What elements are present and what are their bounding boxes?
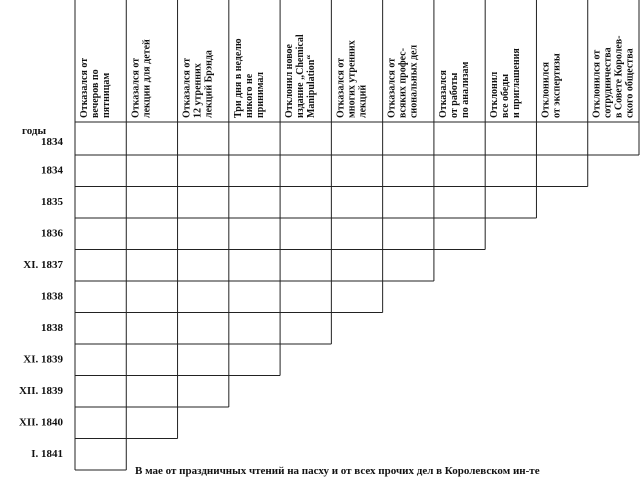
column-header: многих утренних bbox=[346, 40, 357, 118]
column-header: издание „Chemical bbox=[295, 34, 306, 118]
column-header: все обеды bbox=[500, 74, 511, 118]
column-header: и приглашения bbox=[511, 48, 522, 118]
column-header: в Совете Королев- bbox=[614, 35, 625, 118]
column-header: Отказался от bbox=[335, 58, 346, 118]
column-header: 12 утренних bbox=[193, 63, 204, 118]
year: 1838 bbox=[41, 291, 64, 303]
column-header: по анализам bbox=[460, 61, 471, 118]
year-header: годы bbox=[22, 125, 46, 137]
column-header: всяких профес- bbox=[398, 48, 409, 118]
column-header: никого не bbox=[244, 73, 255, 118]
column-header: Отказался от bbox=[182, 58, 193, 118]
column-header: от экспертизы bbox=[551, 53, 562, 118]
footnote: В мае от праздничных чтений на пасху и о… bbox=[135, 465, 540, 477]
year: XII. 1840 bbox=[19, 417, 64, 429]
column-header: Отклонил bbox=[489, 71, 500, 118]
column-header: Отказался от bbox=[79, 58, 90, 118]
column-header: принимал bbox=[255, 72, 266, 118]
column-header: Отклонился от bbox=[592, 50, 603, 118]
column-header: Отклонился bbox=[540, 61, 551, 118]
column-header: Отказался от bbox=[130, 58, 141, 118]
year: XII. 1839 bbox=[19, 385, 64, 397]
column-header: от работы bbox=[449, 73, 460, 118]
column-header: Отказался от bbox=[387, 58, 398, 118]
year: 1836 bbox=[41, 228, 64, 240]
column-header: лекций Брэнда bbox=[204, 50, 215, 118]
year: 1835 bbox=[41, 196, 64, 208]
column-header: сиональных дел bbox=[409, 44, 420, 118]
column-header: Отказался bbox=[438, 70, 449, 118]
column-header: лекции для детей bbox=[141, 39, 152, 118]
column-header: ского общества bbox=[625, 48, 636, 118]
year: I. 1841 bbox=[31, 448, 63, 460]
year: XI. 1839 bbox=[23, 354, 63, 366]
year: 1834 bbox=[41, 136, 64, 148]
column-header: Manipulation“ bbox=[306, 55, 317, 118]
column-header: Отклонил новое bbox=[284, 43, 295, 118]
year: 1834 bbox=[41, 165, 64, 177]
column-header: вечеров по bbox=[90, 69, 101, 118]
column-header: лекций bbox=[357, 85, 368, 118]
year: XI. 1837 bbox=[23, 259, 63, 271]
column-header: сотрудничества bbox=[603, 47, 614, 118]
column-header: Три дня в неделю bbox=[233, 38, 244, 118]
column-header: пятницам bbox=[101, 73, 112, 118]
year: 1838 bbox=[41, 322, 64, 334]
